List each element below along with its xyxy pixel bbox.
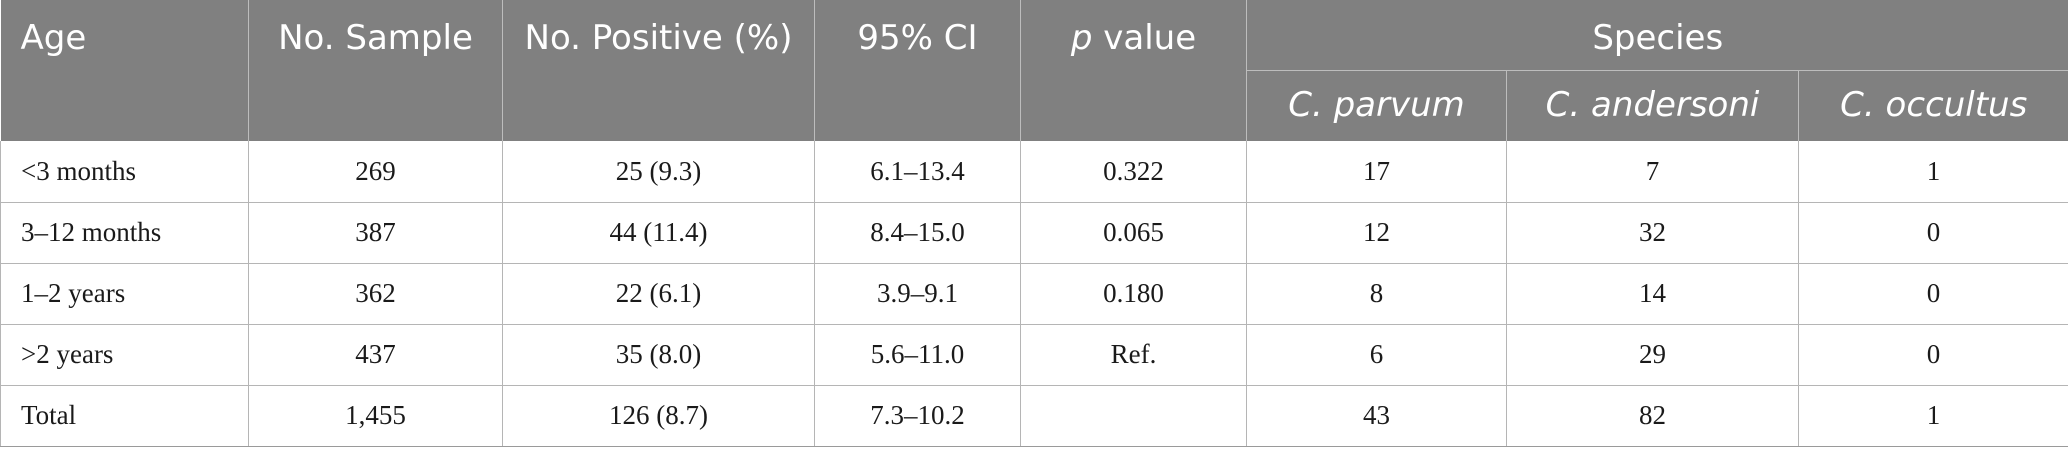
cell-parvum: 17	[1246, 141, 1507, 203]
cell-p: Ref.	[1020, 324, 1247, 386]
cell-ci: 5.6–11.0	[814, 324, 1021, 386]
cell-positive: 25 (9.3)	[502, 141, 815, 203]
cell-positive: 126 (8.7)	[502, 385, 815, 447]
cell-occultus: 0	[1798, 263, 2068, 325]
cell-occultus: 1	[1798, 385, 2068, 447]
cell-p: 0.322	[1020, 141, 1247, 203]
cell-andersoni: 82	[1506, 385, 1799, 447]
cell-sample: 387	[248, 202, 503, 264]
p-value-text: value	[1092, 18, 1197, 58]
cell-sample: 362	[248, 263, 503, 325]
table-header: Age No. Sample No. Positive (%) 95% CI p…	[0, 0, 2068, 141]
cell-p	[1020, 385, 1247, 447]
header-age: Age	[0, 0, 249, 141]
cell-parvum: 6	[1246, 324, 1507, 386]
cell-positive: 22 (6.1)	[502, 263, 815, 325]
p-symbol: p	[1070, 18, 1093, 58]
cell-occultus: 0	[1798, 324, 2068, 386]
cell-andersoni: 32	[1506, 202, 1799, 264]
table-row: 1–2 years 362 22 (6.1) 3.9–9.1 0.180 8 1…	[0, 263, 2068, 325]
cell-ci: 6.1–13.4	[814, 141, 1021, 203]
header-ci: 95% CI	[814, 0, 1021, 141]
table-row: <3 months 269 25 (9.3) 6.1–13.4 0.322 17…	[0, 141, 2068, 203]
header-c-parvum: C. parvum	[1246, 69, 1507, 141]
cell-parvum: 12	[1246, 202, 1507, 264]
cell-parvum: 8	[1246, 263, 1507, 325]
cell-ci: 8.4–15.0	[814, 202, 1021, 264]
table-body: <3 months 269 25 (9.3) 6.1–13.4 0.322 17…	[0, 141, 2068, 447]
cell-andersoni: 7	[1506, 141, 1799, 203]
cell-sample: 269	[248, 141, 503, 203]
cell-age: >2 years	[0, 324, 249, 386]
header-p-value: p value	[1020, 0, 1247, 141]
cell-andersoni: 29	[1506, 324, 1799, 386]
header-no-sample: No. Sample	[248, 0, 503, 141]
cell-age: 3–12 months	[0, 202, 249, 264]
header-species: Species	[1246, 0, 2068, 71]
cell-positive: 35 (8.0)	[502, 324, 815, 386]
cell-andersoni: 14	[1506, 263, 1799, 325]
cell-age: Total	[0, 385, 249, 447]
cell-ci: 7.3–10.2	[814, 385, 1021, 447]
cell-sample: 437	[248, 324, 503, 386]
age-species-table: Age No. Sample No. Positive (%) 95% CI p…	[0, 0, 2068, 447]
header-c-occultus: C. occultus	[1798, 69, 2068, 141]
table-row-total: Total 1,455 126 (8.7) 7.3–10.2 43 82 1	[0, 385, 2068, 447]
cell-occultus: 0	[1798, 202, 2068, 264]
cell-age: <3 months	[0, 141, 249, 203]
header-no-positive: No. Positive (%)	[502, 0, 815, 141]
header-c-andersoni: C. andersoni	[1506, 69, 1799, 141]
cell-occultus: 1	[1798, 141, 2068, 203]
cell-p: 0.065	[1020, 202, 1247, 264]
cell-parvum: 43	[1246, 385, 1507, 447]
table-row: >2 years 437 35 (8.0) 5.6–11.0 Ref. 6 29…	[0, 324, 2068, 386]
cell-positive: 44 (11.4)	[502, 202, 815, 264]
cell-ci: 3.9–9.1	[814, 263, 1021, 325]
cell-p: 0.180	[1020, 263, 1247, 325]
cell-age: 1–2 years	[0, 263, 249, 325]
table-row: 3–12 months 387 44 (11.4) 8.4–15.0 0.065…	[0, 202, 2068, 264]
cell-sample: 1,455	[248, 385, 503, 447]
